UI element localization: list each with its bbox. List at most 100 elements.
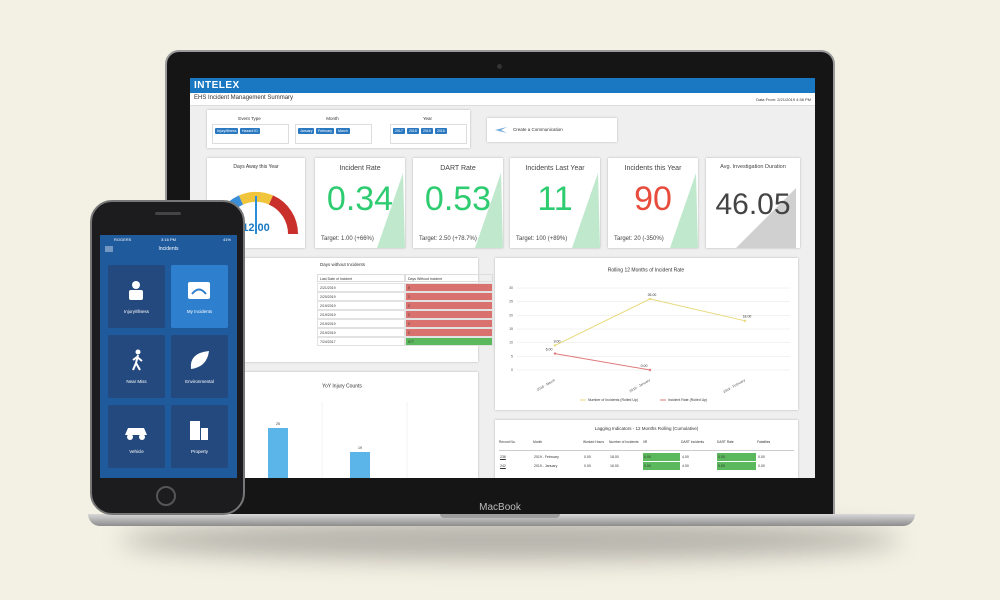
y-tick-label: 0 — [511, 368, 513, 372]
sparkline — [572, 173, 600, 248]
kpi-target: Target: 100 (+89%) — [516, 236, 568, 242]
table-header: Number of Incidents — [609, 440, 643, 451]
table-header: Days Without Incident — [405, 274, 493, 282]
value-label: 19 — [358, 446, 362, 450]
yoy-chart: YoY Injury Counts 25 19 — [268, 383, 408, 478]
date: Data From: 2/21/2019 4:38 PM — [756, 97, 811, 102]
kpi-card: Incident Rate 0.34 Target: 1.00 (+66%) — [315, 158, 405, 248]
value-label: 25 — [276, 422, 280, 426]
phone-title: Incidents — [158, 246, 179, 252]
table-cell: 577 — [405, 337, 493, 346]
table-header: Month — [533, 440, 583, 451]
filter-chip[interactable]: Hazard ID — [240, 128, 260, 134]
tile-label: My Incidents — [186, 309, 213, 314]
sparkline — [670, 173, 698, 248]
battery: 41% — [222, 237, 231, 242]
rolling-chart: Rolling 12 Months of Incident Rate 0 5 10 15… — [509, 267, 790, 402]
table-header: Last Date of Incident — [317, 274, 405, 282]
series-line — [554, 298, 746, 346]
communication-label: Create a Communication — [513, 127, 563, 132]
x-tick-label: 2018 - March — [536, 378, 556, 392]
kpi-title: Incident Rate — [339, 165, 381, 172]
table-header: DART Incidents — [681, 440, 717, 451]
table-cell: 0.00 — [584, 464, 591, 468]
table-cell: 2/20/2019 — [317, 292, 405, 301]
incident-tile[interactable]: Vehicle — [108, 405, 165, 468]
tile-icon — [125, 428, 147, 440]
y-tick-label: 10 — [509, 341, 513, 345]
filter-box — [390, 124, 467, 144]
value-label: 0.00 — [641, 364, 648, 368]
camera — [497, 64, 502, 69]
point — [648, 368, 652, 372]
sparkline — [475, 173, 503, 248]
table-cell: 2/19/2019 — [317, 310, 405, 319]
filter-label: Year — [422, 116, 433, 121]
tile-label: Property — [190, 449, 208, 454]
kpi-title: DART Rate — [440, 165, 476, 172]
tile-label: Near Miss — [126, 379, 147, 384]
incident-tile[interactable]: Property — [171, 405, 228, 468]
menu-icon[interactable] — [105, 246, 113, 252]
laptop-notch — [440, 514, 560, 518]
value-label: 18.00 — [743, 315, 752, 319]
table-cell: 2/21/2019 — [317, 283, 405, 292]
kpi-title: Avg. Investigation Duration — [720, 164, 786, 170]
incident-tile[interactable]: Near Miss — [108, 335, 165, 398]
filter-chip[interactable]: January — [298, 128, 315, 134]
table-header: Fatalities — [757, 440, 794, 451]
tile-icon — [132, 349, 143, 371]
table-cell: 0.00 — [758, 464, 765, 468]
filter-box — [295, 124, 372, 144]
table-title: Days without Incidents — [319, 262, 366, 267]
table-cell: 0.00 — [643, 453, 680, 461]
home-button[interactable] — [156, 486, 176, 506]
shadow — [120, 520, 900, 560]
value-label: 26.00 — [648, 293, 657, 297]
filter-chip[interactable]: 2017 — [393, 128, 405, 134]
table-cell: 0.00 — [717, 453, 756, 461]
laptop-label: MacBook — [479, 502, 521, 513]
phone-speaker — [155, 212, 181, 215]
chart-title: Rolling 12 Months of Incident Rate — [608, 267, 685, 273]
x-tick-label: 2019 - February — [722, 378, 746, 394]
filter-chip[interactable]: Injury/Illness — [215, 128, 239, 134]
table-cell: 2019 - February — [534, 455, 559, 459]
incident-tile[interactable]: Injury/Illness — [108, 265, 165, 328]
communication-button[interactable]: Create a Communication — [487, 118, 617, 142]
filter-chip[interactable]: March — [336, 128, 350, 134]
kpi-value: 11 — [537, 180, 573, 218]
laptop-base — [88, 514, 915, 526]
table-cell: 2 — [405, 319, 493, 328]
incident-tile[interactable]: Environmental — [171, 335, 228, 398]
filter-chip[interactable]: 2018 — [407, 128, 419, 134]
table-cell: 2 — [405, 310, 493, 319]
tile-label: Environmental — [185, 379, 214, 384]
value-label: 9.00 — [554, 339, 561, 343]
table-cell: 2/19/2019 — [317, 319, 405, 328]
incident-tile[interactable]: My Incidents — [171, 265, 228, 328]
table-header: DART Rate — [717, 440, 757, 451]
tile-icon — [190, 421, 208, 440]
legend-label: Incident Rate (Rolled Up) — [668, 398, 707, 402]
filter-label: Event Type — [238, 116, 261, 121]
filter-chip[interactable]: 2019 — [421, 128, 433, 134]
filter-chip[interactable]: 2016 — [435, 128, 447, 134]
kpi-title: Incidents Last Year — [525, 165, 585, 172]
table-cell: 0.00 — [643, 462, 680, 470]
laptop-screen: INTELEX EHS Incident Management Summary … — [190, 78, 815, 478]
table-cell: 7/24/2017 — [317, 337, 405, 346]
table-cell: 4.00 — [682, 455, 689, 459]
table-cell[interactable]: 242 — [500, 464, 506, 468]
table-cell: 2019 - January — [534, 464, 558, 468]
kpi-card: Incidents Last Year 11 Target: 100 (+89%) — [510, 158, 600, 248]
table-cell: 2/19/2019 — [317, 328, 405, 337]
kpi-title: Incidents this Year — [624, 165, 682, 172]
rolling-chart-card: Rolling 12 Months of Incident Rate 0 5 10 15… — [495, 258, 798, 410]
table-title: Lagging Indicators - 12 Months Rolling (… — [594, 426, 699, 431]
table-cell[interactable]: 236 — [500, 455, 506, 459]
kpi-card: Incidents this Year 90 Target: 20 (-350%) — [608, 158, 698, 248]
tile-icon — [188, 282, 210, 299]
y-tick-label: 5 — [511, 354, 513, 358]
filter-chip[interactable]: February — [316, 128, 335, 134]
